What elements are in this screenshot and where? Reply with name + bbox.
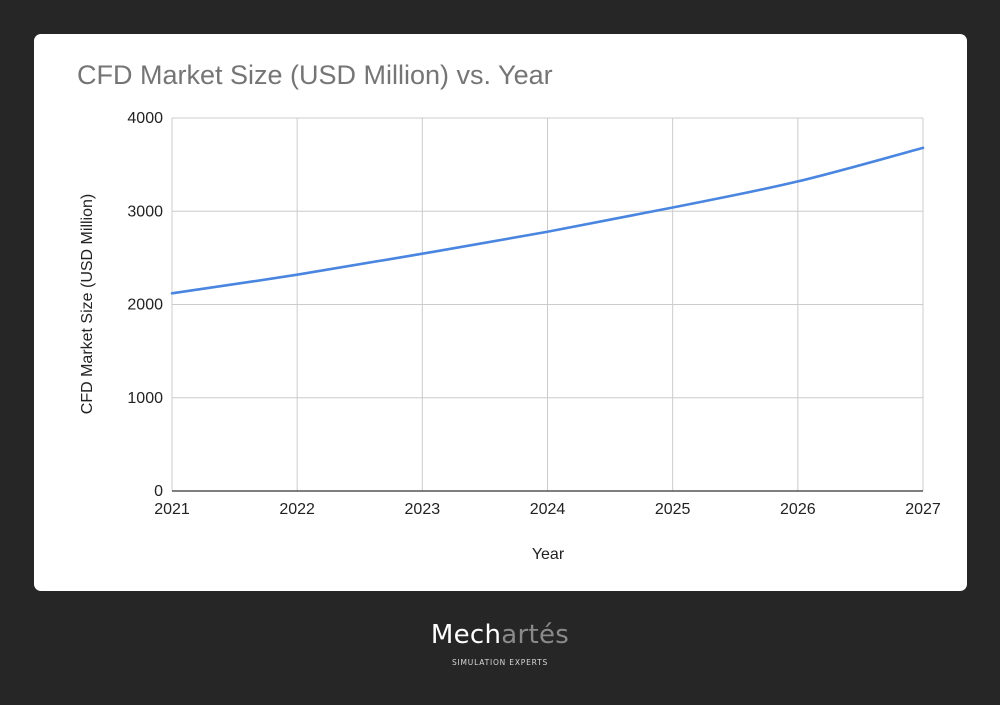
y-axis-label: CFD Market Size (USD Million): [79, 194, 96, 414]
brand-name: Mechartés: [0, 618, 1000, 652]
line-chart: CFD Market Size (USD Million) vs. Year 0…: [77, 60, 941, 563]
y-tick-label: 0: [154, 483, 163, 500]
chart-title: CFD Market Size (USD Million) vs. Year: [77, 60, 553, 90]
series-line: [170, 146, 925, 295]
gridlines: [171, 117, 924, 491]
y-tick-label: 4000: [127, 110, 163, 127]
y-tick-label: 3000: [127, 203, 163, 220]
x-tick-labels: 2021 2022 2023 2024 2025 2026 2027: [154, 501, 941, 518]
x-tick-label: 2021: [154, 501, 190, 518]
y-tick-label: 2000: [127, 297, 163, 314]
x-tick-label: 2025: [655, 501, 691, 518]
brand-tagline: SIMULATION EXPERTS: [451, 658, 549, 667]
x-tick-label: 2027: [905, 501, 941, 518]
brand-name-part1: Mech: [430, 620, 502, 650]
y-tick-labels: 0 1000 2000 3000 4000: [127, 110, 163, 500]
x-tick-label: 2022: [279, 501, 315, 518]
series-lines: [170, 146, 925, 295]
brand-name-part2: artés: [501, 620, 570, 650]
x-tick-label: 2023: [405, 501, 441, 518]
chart-card: CFD Market Size (USD Million) vs. Year 0…: [34, 34, 967, 591]
brand-logo: Mechartés SIMULATION EXPERTS: [0, 618, 1000, 667]
x-tick-label: 2024: [530, 501, 566, 518]
y-tick-label: 1000: [127, 390, 163, 407]
x-tick-label: 2026: [780, 501, 816, 518]
x-axis-label: Year: [532, 546, 565, 563]
